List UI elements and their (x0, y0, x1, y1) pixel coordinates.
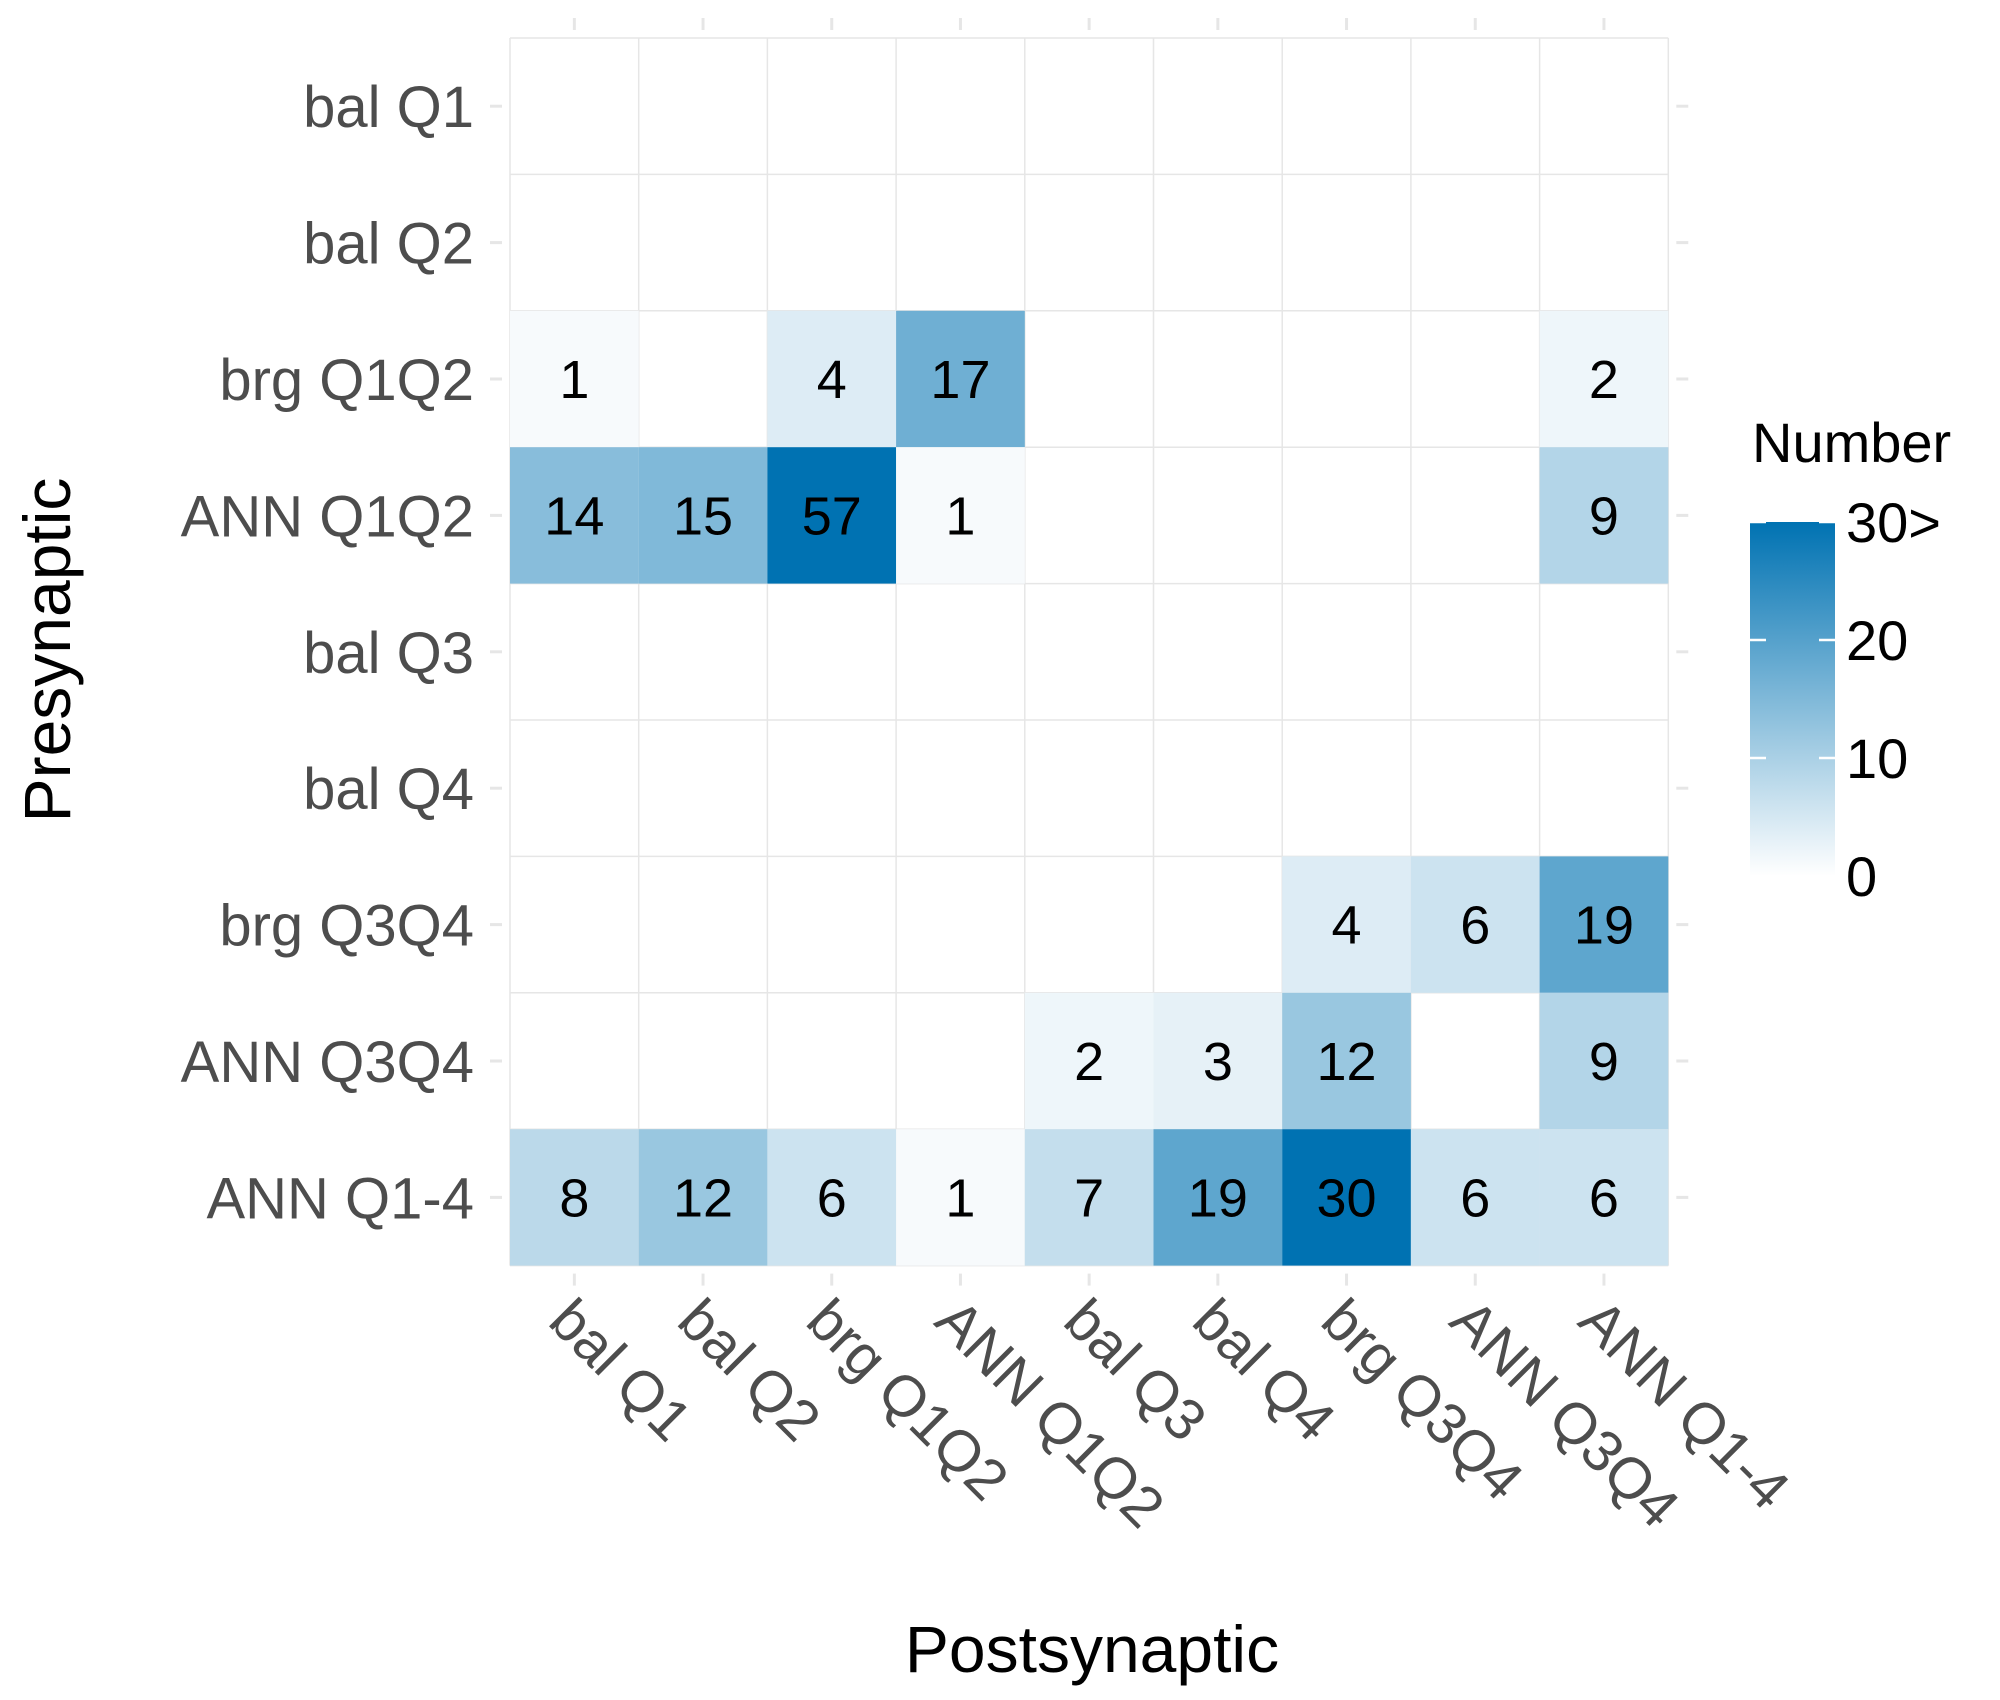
heatmap-cell (1153, 992, 1283, 1130)
x-tick-label: bal Q1 (537, 1287, 704, 1454)
cell-value-label: 15 (673, 486, 733, 546)
color-legend: Number 0 10 20 30> (1750, 411, 1951, 908)
heatmap-cell (896, 1129, 1025, 1266)
heatmap-cell (1153, 1129, 1283, 1266)
heatmap-cell (1410, 856, 1540, 993)
heatmap-cell (510, 310, 639, 448)
cell-value-label: 12 (673, 1168, 733, 1228)
y-tick-label: ANN Q1-4 (206, 1166, 474, 1231)
cell-value-label: 14 (544, 486, 604, 546)
cell-value-label: 12 (1317, 1032, 1377, 1092)
heatmap-cell (767, 310, 897, 448)
cell-value-label: 3 (1203, 1032, 1233, 1092)
legend-title: Number (1752, 411, 1951, 474)
heatmap-cell (1282, 1129, 1411, 1266)
heatmap-cells (510, 310, 1669, 1266)
cell-value-label: 6 (817, 1168, 847, 1228)
cell-value-label: 6 (1589, 1168, 1619, 1228)
legend-tick-label: 10 (1846, 727, 1908, 790)
cell-value-label: 8 (559, 1168, 589, 1228)
cell-value-label: 2 (1074, 1032, 1104, 1092)
heatmap-cell (510, 447, 639, 584)
cell-value-label: 6 (1460, 1168, 1490, 1228)
y-tick-label: brg Q3Q4 (219, 894, 474, 959)
legend-ticks: 0 10 20 30> (1750, 491, 1941, 908)
cell-value-label: 30 (1317, 1168, 1377, 1228)
heatmap-cell (1282, 992, 1411, 1130)
y-tick-label: bal Q4 (303, 757, 474, 822)
heatmap-cell (1410, 1129, 1540, 1266)
heatmap-cell (767, 447, 897, 584)
cell-value-label: 7 (1074, 1168, 1104, 1228)
heatmap-cell (896, 447, 1025, 584)
cell-value-label: 9 (1589, 486, 1619, 546)
cell-value-label: 17 (930, 350, 990, 410)
y-axis: bal Q1 bal Q2 brg Q1Q2 ANN Q1Q2 bal Q3 bal Q4… (181, 75, 474, 1231)
x-tick-label: bal Q4 (1181, 1287, 1348, 1454)
x-axis-title: Postsynaptic (905, 1612, 1279, 1686)
legend-tick-label: 0 (1846, 845, 1877, 908)
cell-value-labels: 1 4 17 214 15 57 1 94 6 192 3 12 98 12 6 1 7 19 30 6 6 (544, 350, 1634, 1228)
y-tick-label: bal Q2 (303, 212, 474, 277)
y-tick-label: ANN Q3Q4 (181, 1030, 474, 1095)
cell-value-label: 2 (1589, 350, 1619, 410)
cell-value-label: 4 (817, 350, 847, 410)
cell-value-label: 19 (1188, 1168, 1248, 1228)
legend-color-bar (1750, 522, 1835, 876)
cell-value-label: 9 (1589, 1032, 1619, 1092)
y-tick-label: bal Q1 (303, 75, 474, 140)
legend-tick-label: 20 (1846, 609, 1908, 672)
heatmap-cell (1024, 992, 1154, 1130)
heatmap-cell (510, 1129, 639, 1266)
heatmap-cell (1539, 1129, 1669, 1266)
cell-value-label: 1 (559, 350, 589, 410)
heatmap-cell (1282, 856, 1411, 993)
heatmap-cell (1539, 310, 1669, 448)
legend-tick-label: 30> (1846, 491, 1941, 554)
cell-value-label: 1 (945, 1168, 975, 1228)
heatmap-cell (1539, 992, 1669, 1130)
cell-value-label: 57 (802, 486, 862, 546)
y-axis-title: Presynaptic (10, 478, 84, 823)
heatmap-cell (1539, 447, 1669, 584)
cell-value-label: 6 (1460, 896, 1490, 956)
heatmap-cell (896, 310, 1025, 448)
heatmap-cell (1024, 1129, 1154, 1266)
y-tick-label: brg Q1Q2 (219, 348, 474, 413)
cell-value-label: 4 (1332, 896, 1362, 956)
cell-value-label: 19 (1574, 896, 1634, 956)
heatmap-cell (638, 447, 768, 584)
y-tick-label: bal Q3 (303, 621, 474, 686)
y-tick-label: ANN Q1Q2 (181, 484, 474, 549)
heatmap-cell (767, 1129, 897, 1266)
heatmap-cell (638, 1129, 768, 1266)
heatmap-cell (1539, 856, 1669, 993)
x-tick-label: bal Q2 (666, 1287, 833, 1454)
cell-value-label: 1 (945, 486, 975, 546)
